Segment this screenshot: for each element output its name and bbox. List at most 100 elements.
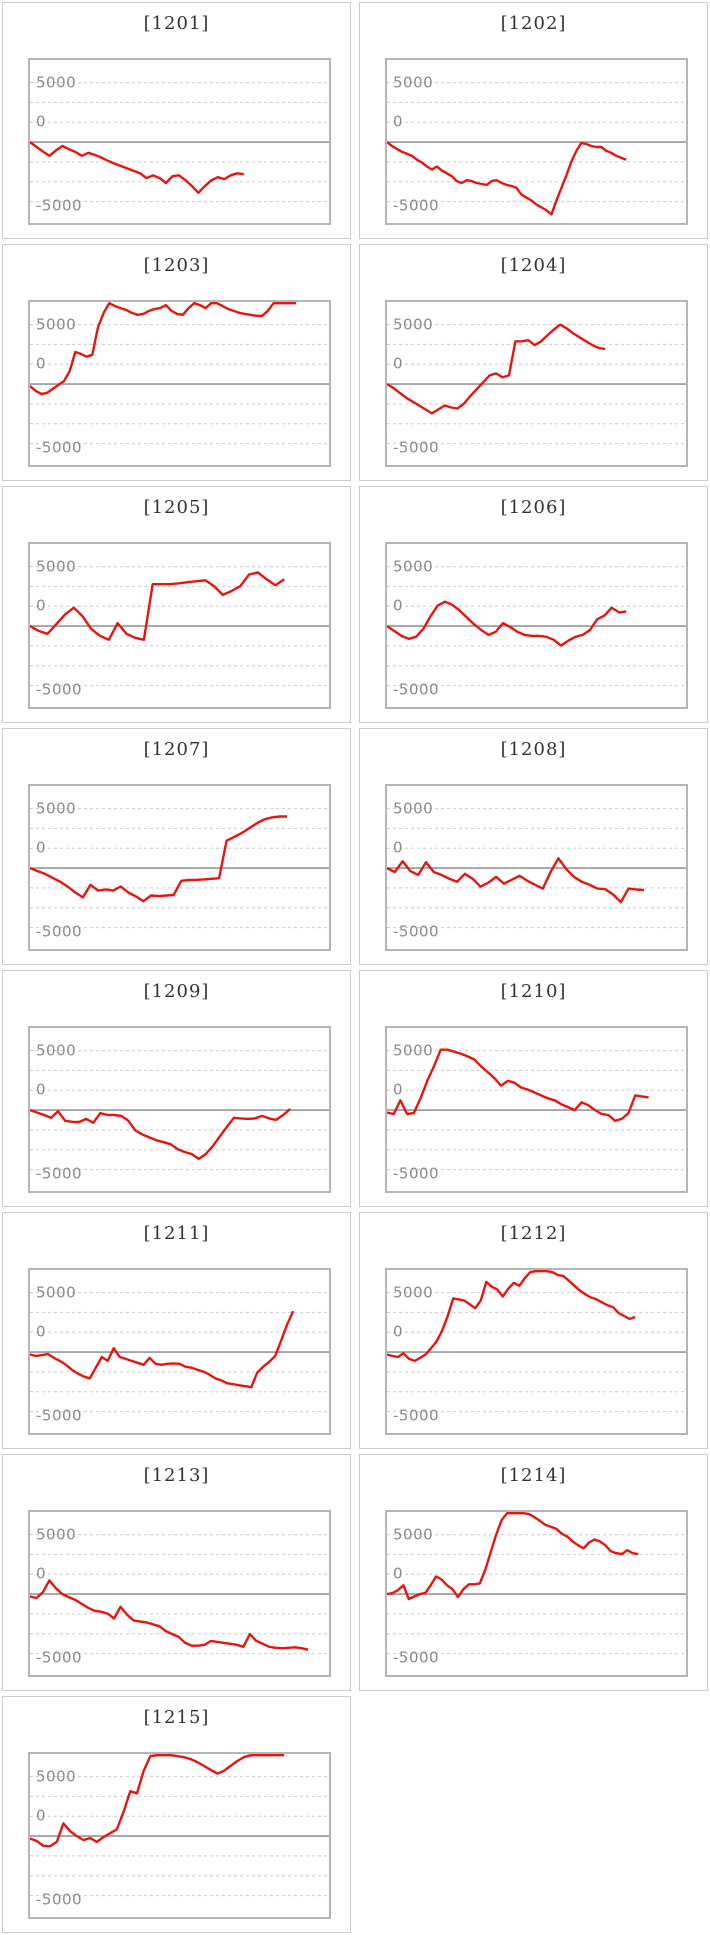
y-axis-label: 5000 — [393, 73, 434, 92]
y-axis-label: 0 — [393, 838, 404, 857]
chart-cell: [1211] 5000 0 -5000 — [2, 1212, 351, 1449]
y-axis-label: 5000 — [36, 73, 77, 92]
chart-title: [1204] — [500, 255, 567, 276]
y-axis-label: 5000 — [36, 1525, 77, 1544]
chart-title: [1214] — [500, 1465, 567, 1486]
y-axis-label: 0 — [36, 112, 47, 131]
chart-plot-area: 5000 0 -5000 — [385, 1268, 688, 1435]
chart-plot-area: 5000 0 -5000 — [385, 300, 688, 467]
y-axis-label: 5000 — [36, 557, 77, 576]
chart-title: [1210] — [500, 981, 567, 1002]
y-axis-label: -5000 — [393, 438, 440, 457]
chart-plot-area: 5000 0 -5000 — [385, 1026, 688, 1193]
slump-graph — [387, 808, 686, 929]
y-axis-label: 0 — [393, 1080, 404, 1099]
chart-cell: [1213] 5000 0 -5000 — [2, 1454, 351, 1691]
y-axis-label: 5000 — [393, 557, 434, 576]
y-axis-label: 5000 — [393, 1283, 434, 1302]
y-axis-label: 5000 — [393, 1525, 434, 1544]
y-axis-label: 0 — [393, 1322, 404, 1341]
y-axis-label: -5000 — [36, 1648, 83, 1667]
y-axis-label: 0 — [393, 1564, 404, 1583]
series-line — [387, 1270, 636, 1363]
y-axis-label: -5000 — [36, 196, 83, 215]
chart-plot-area: 5000 0 -5000 — [385, 784, 688, 951]
y-axis-label: -5000 — [393, 1648, 440, 1667]
series-line — [387, 1048, 649, 1123]
y-axis-label: 0 — [393, 596, 404, 615]
chart-plot-area: 5000 0 -5000 — [385, 58, 688, 225]
y-axis-label: 0 — [36, 354, 47, 373]
y-axis-label: 5000 — [393, 1041, 434, 1060]
series-line — [387, 323, 606, 415]
y-axis-label: -5000 — [36, 680, 83, 699]
chart-plot-area: 5000 0 -5000 — [28, 1510, 331, 1677]
chart-plot-area: 5000 0 -5000 — [28, 542, 331, 709]
y-axis-label: 0 — [36, 1564, 47, 1583]
chart-cell: [1205] 5000 0 -5000 — [2, 486, 351, 723]
slump-graph — [387, 323, 686, 445]
chart-plot-area: 5000 0 -5000 — [385, 542, 688, 709]
slump-graph — [30, 82, 329, 203]
chart-cell: [1210] 5000 0 -5000 — [359, 970, 708, 1207]
slump-graph — [30, 1292, 329, 1413]
series-line — [30, 571, 285, 642]
slump-graph — [387, 1048, 686, 1171]
slump-graph — [30, 566, 329, 687]
chart-plot-area: 5000 0 -5000 — [28, 300, 331, 467]
series-line — [30, 1108, 291, 1161]
chart-title: [1212] — [500, 1223, 567, 1244]
y-axis-label: -5000 — [393, 196, 440, 215]
y-axis-label: 0 — [393, 354, 404, 373]
y-axis-label: -5000 — [393, 1406, 440, 1425]
slump-graph — [30, 808, 329, 929]
y-axis-label: -5000 — [36, 1406, 83, 1425]
series-line — [387, 857, 645, 904]
series-line — [30, 141, 244, 195]
chart-cell: [1212] 5000 0 -5000 — [359, 1212, 708, 1449]
y-axis-label: -5000 — [36, 1164, 83, 1183]
chart-plot-area: 5000 0 -5000 — [385, 1510, 688, 1677]
chart-plot-area: 5000 0 -5000 — [28, 1752, 331, 1919]
y-axis-label: 0 — [393, 112, 404, 131]
chart-cell: [1208] 5000 0 -5000 — [359, 728, 708, 965]
chart-cell: [1202] 5000 0 -5000 — [359, 2, 708, 239]
chart-cell: [1207] 5000 0 -5000 — [2, 728, 351, 965]
chart-plot-area: 5000 0 -5000 — [28, 1268, 331, 1435]
chart-title: [1213] — [143, 1465, 210, 1486]
series-line — [30, 815, 288, 903]
chart-cell: [1204] 5000 0 -5000 — [359, 244, 708, 481]
y-axis-label: -5000 — [393, 680, 440, 699]
y-axis-label: 0 — [36, 838, 47, 857]
chart-title: [1202] — [500, 13, 567, 34]
y-axis-label: -5000 — [36, 438, 83, 457]
chart-title: [1206] — [500, 497, 567, 518]
series-line — [387, 600, 627, 647]
slump-graph — [387, 1270, 686, 1413]
chart-title: [1203] — [143, 255, 210, 276]
y-axis-label: 0 — [36, 1322, 47, 1341]
chart-title: [1201] — [143, 13, 210, 34]
chart-cell: [1203] 5000 0 -5000 — [2, 244, 351, 481]
series-line — [30, 1579, 309, 1651]
chart-title: [1209] — [143, 981, 210, 1002]
series-line — [387, 141, 627, 216]
y-axis-label: 5000 — [36, 1041, 77, 1060]
slump-graph — [30, 1754, 329, 1897]
y-axis-label: -5000 — [393, 1164, 440, 1183]
y-axis-label: 5000 — [36, 315, 77, 334]
y-axis-label: -5000 — [36, 922, 83, 941]
y-axis-label: 5000 — [393, 799, 434, 818]
y-axis-label: 5000 — [393, 315, 434, 334]
chart-title: [1215] — [143, 1707, 210, 1728]
y-axis-label: -5000 — [36, 1890, 83, 1909]
chart-plot-area: 5000 0 -5000 — [28, 1026, 331, 1193]
series-line — [30, 302, 297, 396]
chart-plot-area: 5000 0 -5000 — [28, 784, 331, 951]
slump-graph — [30, 1534, 329, 1655]
slump-graph — [387, 82, 686, 216]
chart-cell: [1201] 5000 0 -5000 — [2, 2, 351, 239]
slump-graph — [387, 1512, 686, 1655]
series-line — [30, 1754, 285, 1848]
